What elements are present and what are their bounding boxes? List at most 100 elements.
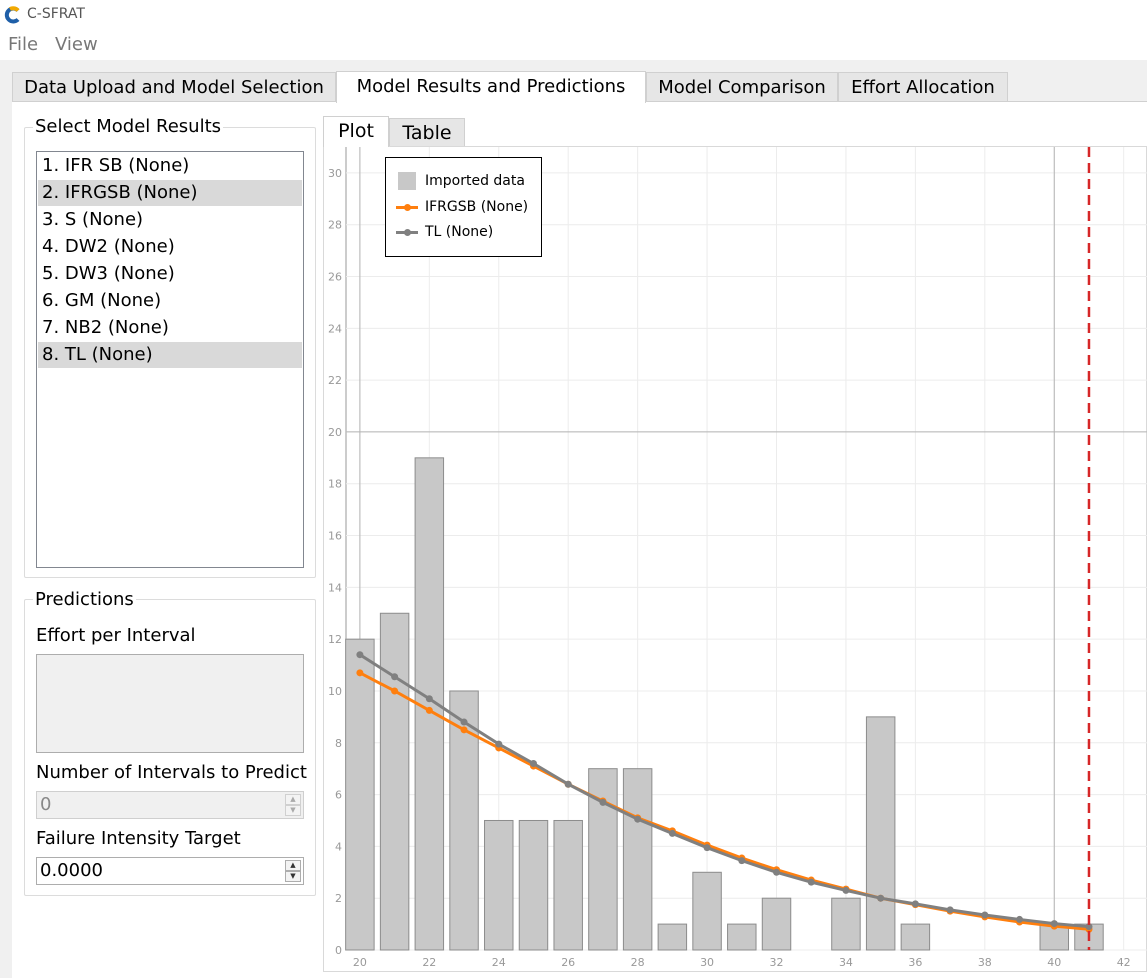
failure-intensity-target-value[interactable]: 0.0000: [40, 860, 103, 881]
menu-bar: File View: [0, 30, 1147, 60]
tl-series-point: [773, 868, 781, 876]
list-item[interactable]: 4. DW2 (None): [42, 236, 175, 257]
intervals-to-predict-value: 0: [40, 794, 52, 815]
subtab-table[interactable]: Table: [389, 118, 465, 147]
y-tick-label: 10: [328, 685, 342, 698]
x-tick-label: 20: [353, 956, 367, 969]
failure-intensity-target-spinbox[interactable]: 0.0000 ▲ ▼: [36, 857, 304, 885]
y-tick-label: 4: [335, 840, 342, 853]
tl-series-point: [356, 651, 364, 659]
spin-up-icon: ▲: [285, 794, 301, 805]
legend-label-tl: TL (None): [425, 224, 494, 240]
menu-view[interactable]: View: [55, 34, 98, 55]
subtab-plot[interactable]: Plot: [323, 116, 389, 147]
tl-series-point: [911, 900, 919, 908]
tab-effort-allocation[interactable]: Effort Allocation: [838, 72, 1008, 102]
legend-swatch-imported: [398, 172, 416, 190]
ifrgsb-series-point: [391, 687, 399, 695]
x-tick-label: 38: [978, 956, 992, 969]
title-bar: C-SFRAT: [0, 0, 1147, 30]
y-tick-label: 12: [328, 633, 342, 646]
y-tick-label: 2: [335, 892, 342, 905]
y-tick-label: 18: [328, 478, 342, 491]
list-item[interactable]: 3. S (None): [42, 209, 144, 230]
spin-down-icon: ▼: [285, 805, 301, 816]
list-item[interactable]: 5. DW3 (None): [42, 263, 175, 284]
y-tick-label: 22: [328, 374, 342, 387]
plot-area[interactable]: 0 2 4 6 8 10 12 14 16 18 20 22 24 26 28 30 20 22 24 26 28 30 3…: [323, 146, 1147, 972]
intervals-to-predict-label: Number of Intervals to Predict: [36, 762, 307, 783]
x-tick-label: 34: [839, 956, 853, 969]
y-tick-label: 6: [335, 789, 342, 802]
tl-series-point: [1050, 920, 1058, 928]
main-tab-bar: Data Upload and Model Selection Model Re…: [12, 71, 1147, 103]
ifrgsb-series-point: [460, 726, 468, 734]
list-item[interactable]: 6. GM (None): [42, 290, 162, 311]
data-bar: [831, 897, 861, 951]
list-item[interactable]: 2. IFRGSB (None): [38, 180, 302, 206]
app-logo-icon: [4, 6, 20, 24]
data-bar: [622, 768, 653, 951]
y-tick-label: 28: [328, 219, 342, 232]
data-bar: [379, 612, 410, 951]
x-tick-label: 30: [700, 956, 714, 969]
tl-series-point: [738, 857, 746, 865]
tl-series-point: [668, 829, 676, 837]
data-bar: [727, 923, 757, 951]
x-tick-label: 42: [1117, 956, 1131, 969]
y-tick-label: 30: [328, 167, 342, 180]
list-item[interactable]: 1. IFR SB (None): [42, 155, 190, 176]
tl-series-point: [529, 759, 537, 767]
spin-up-icon[interactable]: ▲: [285, 860, 301, 871]
intervals-to-predict-spinbox: 0 ▲ ▼: [36, 791, 304, 819]
data-bar: [761, 897, 792, 951]
predictions-title: Predictions: [33, 589, 136, 610]
tl-series-point: [981, 911, 989, 919]
y-tick-label: 20: [328, 426, 342, 439]
menu-file[interactable]: File: [8, 34, 39, 55]
tl-series-point: [599, 798, 607, 806]
legend-marker-ifrgsb: [404, 204, 411, 211]
x-tick-label: 32: [770, 956, 784, 969]
tl-series-point: [807, 878, 815, 886]
tl-series-point: [391, 673, 399, 681]
tl-series-point: [946, 906, 954, 914]
y-tick-label: 0: [335, 944, 342, 957]
list-item[interactable]: 7. NB2 (None): [42, 317, 169, 338]
y-tick-label: 8: [335, 737, 342, 750]
data-bar: [865, 716, 896, 951]
tl-series-line: [359, 653, 1090, 929]
failure-intensity-target-label: Failure Intensity Target: [36, 828, 241, 849]
tl-series-point: [877, 894, 885, 902]
tab-data-upload[interactable]: Data Upload and Model Selection: [12, 72, 336, 102]
tl-series-point: [495, 740, 503, 748]
tab-model-comparison[interactable]: Model Comparison: [646, 72, 838, 102]
x-tick-label: 24: [492, 956, 506, 969]
model-results-title: Select Model Results: [33, 116, 224, 137]
tl-series-point: [1085, 923, 1093, 931]
y-tick-label: 24: [328, 322, 342, 335]
data-bar: [484, 819, 514, 951]
y-tick-label: 16: [328, 530, 342, 543]
tl-series-point: [634, 815, 642, 823]
list-item[interactable]: 8. TL (None): [38, 342, 302, 368]
data-bar: [657, 923, 688, 951]
x-tick-label: 28: [631, 956, 645, 969]
tab-model-results[interactable]: Model Results and Predictions: [336, 71, 646, 103]
model-results-list[interactable]: 1. IFR SB (None) 2. IFRGSB (None) 3. S (…: [36, 151, 304, 568]
chart-legend: Imported data IFRGSB (None) TL (None): [385, 157, 542, 257]
data-bar: [518, 819, 549, 951]
legend-marker-tl: [404, 229, 411, 236]
legend-label-ifrgsb: IFRGSB (None): [425, 199, 529, 215]
y-tick-label: 26: [328, 271, 342, 284]
spin-down-icon[interactable]: ▼: [285, 871, 301, 882]
tl-series-point: [425, 695, 433, 703]
predictions-group: [24, 599, 316, 896]
ifrgsb-series-point: [425, 706, 433, 714]
data-bar: [345, 638, 375, 951]
x-tick-label: 36: [908, 956, 922, 969]
tl-series-point: [842, 886, 850, 894]
x-tick-label: 22: [422, 956, 436, 969]
data-bar: [692, 871, 722, 951]
